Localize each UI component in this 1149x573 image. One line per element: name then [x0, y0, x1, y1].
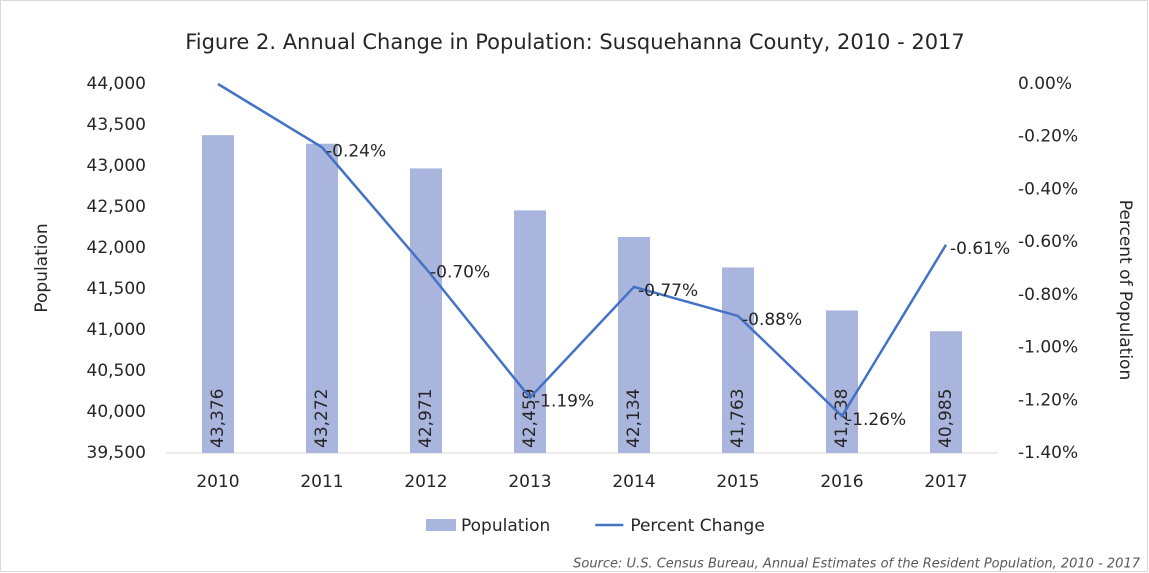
x-tick-label: 2012 — [404, 472, 447, 492]
y2-tick-label: -0.80% — [1018, 285, 1078, 305]
bar — [306, 143, 338, 454]
line-value-label: -0.70% — [430, 263, 490, 283]
x-tick-label: 2011 — [300, 472, 343, 492]
y-tick-label: 39,500 — [87, 443, 146, 463]
x-tick-label: 2013 — [508, 472, 551, 492]
line — [217, 82, 948, 419]
line-value-label: -1.19% — [534, 392, 594, 412]
bar — [826, 310, 858, 453]
y2-tick-label: 0.00% — [1018, 74, 1072, 94]
legend-label: Population — [461, 516, 550, 536]
source-note: Source: U.S. Census Bureau, Annual Estim… — [573, 557, 1141, 572]
x-tick-label: 2015 — [716, 472, 759, 492]
y-axis-label: Population — [32, 223, 52, 312]
bar-value-label: 40,985 — [936, 389, 956, 448]
y-tick-label: 41,500 — [87, 279, 146, 299]
bar-value-label: 43,272 — [312, 389, 332, 448]
bar-value-label: 43,376 — [208, 389, 228, 448]
bar — [930, 331, 962, 453]
x-tick-label: 2017 — [924, 472, 967, 492]
legend-swatch — [426, 519, 456, 531]
y2-tick-label: -1.40% — [1018, 443, 1078, 463]
bar — [202, 135, 234, 453]
bar — [410, 168, 442, 454]
line-value-label: -0.88% — [742, 310, 802, 330]
y2-tick-label: -1.20% — [1018, 390, 1078, 410]
line-value-label: -0.24% — [326, 141, 386, 161]
y-tick-label: 44,000 — [87, 74, 146, 94]
chart-title: Figure 2. Annual Change in Population: S… — [185, 30, 965, 54]
y-tick-label: 41,000 — [87, 320, 146, 340]
y-tick-label: 43,000 — [87, 156, 146, 176]
bar — [618, 237, 650, 453]
x-tick-label: 2014 — [612, 472, 655, 492]
y2-tick-label: -0.60% — [1018, 232, 1078, 252]
line-value-label: -0.77% — [638, 281, 698, 301]
y-tick-label: 42,000 — [87, 238, 146, 258]
y-tick-label: 43,500 — [87, 115, 146, 135]
y-tick-label: 40,500 — [87, 361, 146, 381]
y2-tick-label: -1.00% — [1018, 338, 1078, 358]
legend-label: Percent Change — [630, 516, 764, 536]
x-tick-label: 2016 — [820, 472, 863, 492]
bar — [514, 210, 546, 453]
bar-value-label: 41,763 — [728, 389, 748, 448]
y-tick-label: 40,000 — [87, 402, 146, 422]
bar-value-label: 42,459 — [520, 389, 540, 448]
x-tick-label: 2010 — [196, 472, 239, 492]
y2-tick-label: -0.20% — [1018, 127, 1078, 147]
line-value-label: -0.61% — [950, 239, 1010, 259]
bar-value-label: 42,971 — [416, 389, 436, 448]
bar — [722, 267, 754, 453]
y2-axis-label: Percent of Population — [1115, 200, 1135, 380]
bar-value-label: 41,238 — [832, 389, 852, 448]
line-value-label: -1.26% — [846, 410, 906, 430]
bar-value-label: 42,134 — [624, 389, 644, 448]
y-tick-label: 42,500 — [87, 197, 146, 217]
y2-tick-label: -0.40% — [1018, 179, 1078, 199]
